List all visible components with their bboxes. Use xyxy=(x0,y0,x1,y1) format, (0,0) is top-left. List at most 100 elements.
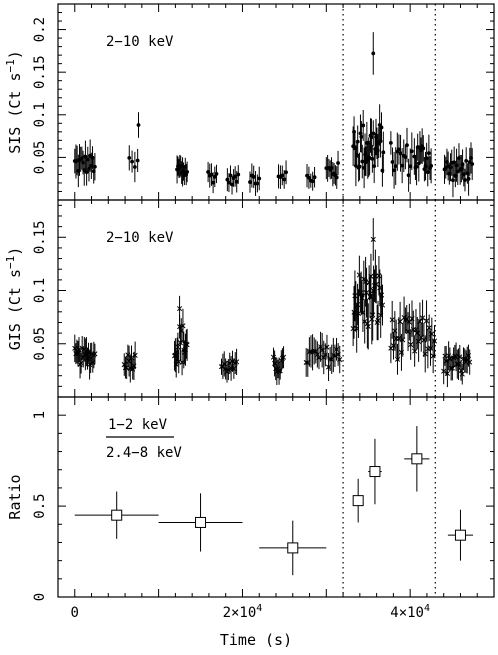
data-point xyxy=(184,342,190,348)
data-point xyxy=(177,306,183,312)
data-point xyxy=(185,169,190,174)
data-point xyxy=(132,352,138,358)
data-point xyxy=(392,168,396,173)
data-point xyxy=(408,164,413,169)
data-point xyxy=(359,134,364,139)
data-point xyxy=(206,170,210,174)
data-point xyxy=(429,331,435,337)
data-point xyxy=(280,354,287,360)
data-point xyxy=(233,174,238,179)
data-point xyxy=(234,179,239,184)
data-point xyxy=(379,125,384,130)
x-axis-label: Time (s) xyxy=(220,631,292,649)
data-point xyxy=(370,236,376,242)
data-point xyxy=(355,301,361,308)
data-point xyxy=(363,279,369,285)
data-point xyxy=(389,317,395,323)
data-point xyxy=(78,360,84,366)
data-point xyxy=(363,290,370,296)
data-point xyxy=(441,368,447,374)
y-tick-label: 0.1 xyxy=(32,102,48,127)
data-point xyxy=(360,159,365,164)
y-tick-label: 1 xyxy=(32,411,48,419)
data-point xyxy=(369,466,381,478)
y-tick-label: 0.05 xyxy=(32,141,48,175)
data-point xyxy=(132,165,137,169)
data-point xyxy=(408,342,414,348)
data-point xyxy=(369,316,375,322)
y-tick-label: 0.15 xyxy=(32,55,48,89)
data-point xyxy=(251,174,256,179)
data-point xyxy=(136,123,141,127)
gis-panel: 0.05 0.1 0.15 GIS (Ct s−1) 2−10 keV xyxy=(4,199,495,398)
data-point xyxy=(393,164,398,168)
y-axis-label: GIS (Ct s−1) xyxy=(4,247,24,351)
data-point xyxy=(352,495,364,507)
x-tick-label: 0 xyxy=(71,605,79,621)
data-point xyxy=(111,509,123,521)
data-point xyxy=(370,312,376,318)
panel-label: 2−10 keV xyxy=(106,230,174,246)
data-point xyxy=(83,154,88,159)
data-point xyxy=(236,172,241,177)
data-point xyxy=(466,176,471,181)
data-point xyxy=(130,159,134,164)
data-point xyxy=(280,173,285,178)
data-point xyxy=(371,51,376,56)
data-point xyxy=(92,164,97,169)
data-point xyxy=(379,302,386,308)
data-point xyxy=(334,175,339,180)
y-tick-label: 0 xyxy=(32,593,48,601)
data-point xyxy=(212,174,217,179)
data-point xyxy=(368,273,374,279)
ratio-numerator-label: 1−2 keV xyxy=(108,417,168,433)
data-point xyxy=(398,151,403,156)
data-point xyxy=(451,178,455,183)
y-tick-label: 0.2 xyxy=(32,17,48,42)
data-point xyxy=(230,182,234,187)
data-point xyxy=(135,158,140,163)
data-point xyxy=(452,160,457,165)
data-point xyxy=(463,178,467,182)
data-point xyxy=(470,162,475,166)
data-point xyxy=(388,140,393,145)
data-point xyxy=(195,516,207,528)
data-point xyxy=(361,123,366,128)
data-point xyxy=(284,170,288,175)
data-point xyxy=(405,143,409,148)
data-point xyxy=(370,156,375,161)
data-point xyxy=(397,319,403,325)
ratio-panel: 0 0.5 1 Ratio 1−2 keV 2.4−8 keV xyxy=(6,396,495,601)
data-point xyxy=(406,319,412,325)
data-point xyxy=(390,160,395,164)
data-point xyxy=(421,146,426,151)
data-point xyxy=(431,338,438,344)
y-tick-label: 0.05 xyxy=(32,327,48,361)
x-tick-label: 2×104 xyxy=(223,603,263,621)
x-tick-label: 4×104 xyxy=(390,603,430,621)
data-point xyxy=(248,180,252,184)
data-point xyxy=(381,150,386,155)
data-point xyxy=(355,139,360,144)
data-point xyxy=(403,155,408,159)
data-point xyxy=(282,177,287,182)
data-point xyxy=(406,173,411,178)
data-point xyxy=(225,177,230,182)
data-point xyxy=(337,356,343,363)
data-point xyxy=(287,542,299,554)
y-axis-label: Ratio xyxy=(6,474,24,519)
data-point xyxy=(228,173,233,178)
data-point xyxy=(352,293,358,299)
sis-panel: 0.05 0.1 0.15 0.2 SIS (Ct s−1) 2−10 keV xyxy=(4,3,495,201)
data-point xyxy=(426,325,432,331)
data-point xyxy=(175,344,181,350)
data-point xyxy=(371,131,376,136)
data-point xyxy=(397,147,401,152)
data-point xyxy=(420,315,426,321)
ratio-denominator-label: 2.4−8 keV xyxy=(106,445,182,461)
data-point xyxy=(336,161,340,165)
data-point xyxy=(211,180,216,185)
data-point xyxy=(369,135,374,140)
